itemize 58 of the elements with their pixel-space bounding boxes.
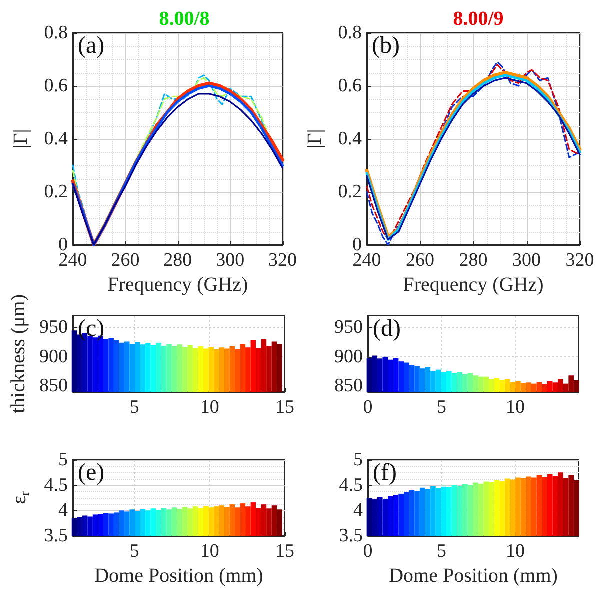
x-tick-label: 10 [200,397,220,418]
x-tick-label: 320 [268,250,297,271]
x-tick-label: 15 [276,397,294,418]
y-tick-label: 950 [40,317,68,338]
y-tick-label: 4.5 [339,474,363,496]
x-tick-label: 260 [406,250,434,271]
x-tick-label: 5 [437,397,447,418]
x-tick-label: 10 [506,397,526,418]
x-tick-label: 240 [352,250,382,271]
annotation: (c) [78,316,105,342]
x-tick-label: 280 [459,250,488,271]
y-axis-title: thickness (μm) [8,294,30,414]
annotation: (e) [78,460,105,486]
x-tick-label: 300 [216,250,245,271]
y-tick-label: 0.6 [44,76,68,96]
y-tick-label: 950 [334,317,363,338]
x-axis-title: Dome Position (mm) [94,565,264,587]
x-tick-label: 10 [506,541,526,562]
y-axis-title: εr [8,490,32,504]
x-axis-title: Frequency (GHz) [403,274,544,296]
y-tick-label: 0.6 [338,76,362,96]
y-tick-label: 0.4 [44,128,68,150]
y-tick-label: 900 [334,346,363,368]
annotation: (f) [373,460,397,486]
y-tick-label: 850 [334,376,363,397]
chart-title: 8.00/9 [453,8,504,30]
annotation: (d) [373,316,401,342]
y-tick-label: 3.5 [44,526,68,546]
x-tick-label: 5 [130,397,140,418]
y-tick-label: 4 [58,500,68,522]
x-axis-title: Dome Position (mm) [389,565,558,587]
x-tick-label: 5 [437,541,447,562]
y-axis-title: |Γ| [304,129,326,149]
y-tick-label: 5 [354,450,363,470]
x-tick-label: 5 [130,541,140,562]
y-tick-label: 3.5 [339,526,363,546]
y-tick-label: 900 [40,346,68,368]
x-tick-label: 280 [164,250,192,271]
y-tick-label: 0.4 [338,128,362,150]
y-tick-label: 4.5 [44,474,68,496]
y-tick-label: 4 [354,500,364,522]
x-tick-label: 320 [566,250,594,271]
x-tick-label: 240 [58,250,88,271]
annotation: (b) [372,33,400,59]
x-tick-label: 15 [276,541,294,562]
y-tick-label: 0.8 [338,22,362,44]
y-axis-title: |Γ| [10,129,32,149]
x-axis-title: Frequency (GHz) [108,274,248,296]
y-tick-label: 0.8 [44,22,68,44]
y-tick-label: 0.2 [338,182,362,202]
y-tick-label: 850 [40,376,68,397]
y-tick-label: 0.2 [44,182,68,202]
annotation: (a) [78,33,105,59]
x-tick-label: 10 [200,541,220,562]
x-tick-label: 300 [512,250,541,271]
y-tick-label: 5 [58,450,68,470]
chart-title: 8.00/8 [159,8,210,30]
x-tick-label: 260 [111,250,140,271]
